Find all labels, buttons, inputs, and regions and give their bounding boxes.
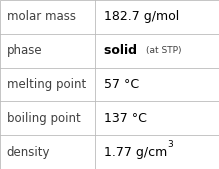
Text: 1.77 g/cm: 1.77 g/cm	[104, 146, 167, 159]
Text: molar mass: molar mass	[7, 10, 76, 23]
Text: phase: phase	[7, 44, 42, 57]
Text: 57 °C: 57 °C	[104, 78, 139, 91]
Text: (at STP): (at STP)	[146, 46, 181, 55]
Text: solid: solid	[104, 44, 146, 57]
Text: melting point: melting point	[7, 78, 86, 91]
Text: boiling point: boiling point	[7, 112, 80, 125]
Text: 182.7 g/mol: 182.7 g/mol	[104, 10, 179, 23]
Text: 137 °C: 137 °C	[104, 112, 147, 125]
Text: 3: 3	[167, 140, 173, 149]
Text: density: density	[7, 146, 50, 159]
